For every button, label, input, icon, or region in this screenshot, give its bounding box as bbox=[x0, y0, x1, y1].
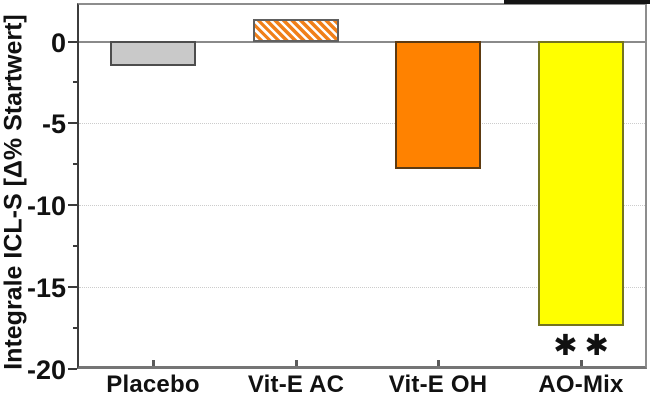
y-minor-tick--17.5 bbox=[73, 326, 77, 329]
x-label-ao-mix: AO-Mix bbox=[538, 371, 624, 398]
x-tick-2 bbox=[437, 360, 440, 366]
y-major-tick--20 bbox=[68, 367, 77, 370]
x-tick-1 bbox=[295, 360, 298, 366]
y-tick-label--15: -15 bbox=[26, 273, 66, 304]
y-minor-tick--12.5 bbox=[73, 245, 77, 248]
bar-vit-e-oh bbox=[395, 40, 481, 170]
x-tick-0 bbox=[152, 360, 155, 366]
gridline--15 bbox=[79, 287, 645, 289]
y-major-tick--5 bbox=[68, 122, 77, 125]
x-label-placebo: Placebo bbox=[106, 371, 200, 398]
plot-border-artifact bbox=[504, 0, 650, 4]
y-major-tick--15 bbox=[68, 286, 77, 289]
y-tick-label--5: -5 bbox=[41, 109, 66, 140]
zero-line bbox=[79, 40, 645, 43]
y-minor-tick--7.5 bbox=[73, 163, 77, 166]
y-major-tick--10 bbox=[68, 204, 77, 207]
y-tick-label--10: -10 bbox=[26, 191, 66, 222]
x-label-vit-e-oh: Vit-E OH bbox=[388, 371, 488, 398]
x-tick-3 bbox=[580, 360, 583, 366]
gridline--10 bbox=[79, 205, 645, 207]
gridline--5 bbox=[79, 123, 645, 125]
bar-vit-e-ac bbox=[253, 18, 339, 43]
bar-ao-mix bbox=[538, 40, 624, 327]
y-tick-label-0: 0 bbox=[50, 27, 66, 58]
x-label-vit-e-ac: Vit-E AC bbox=[247, 371, 345, 398]
y-major-tick-0 bbox=[68, 40, 77, 43]
y-minor-tick--2.5 bbox=[73, 81, 77, 84]
y-tick-label--20: -20 bbox=[26, 354, 66, 385]
significance-marker: ✱✱ bbox=[553, 328, 616, 363]
bar-placebo bbox=[110, 40, 196, 67]
